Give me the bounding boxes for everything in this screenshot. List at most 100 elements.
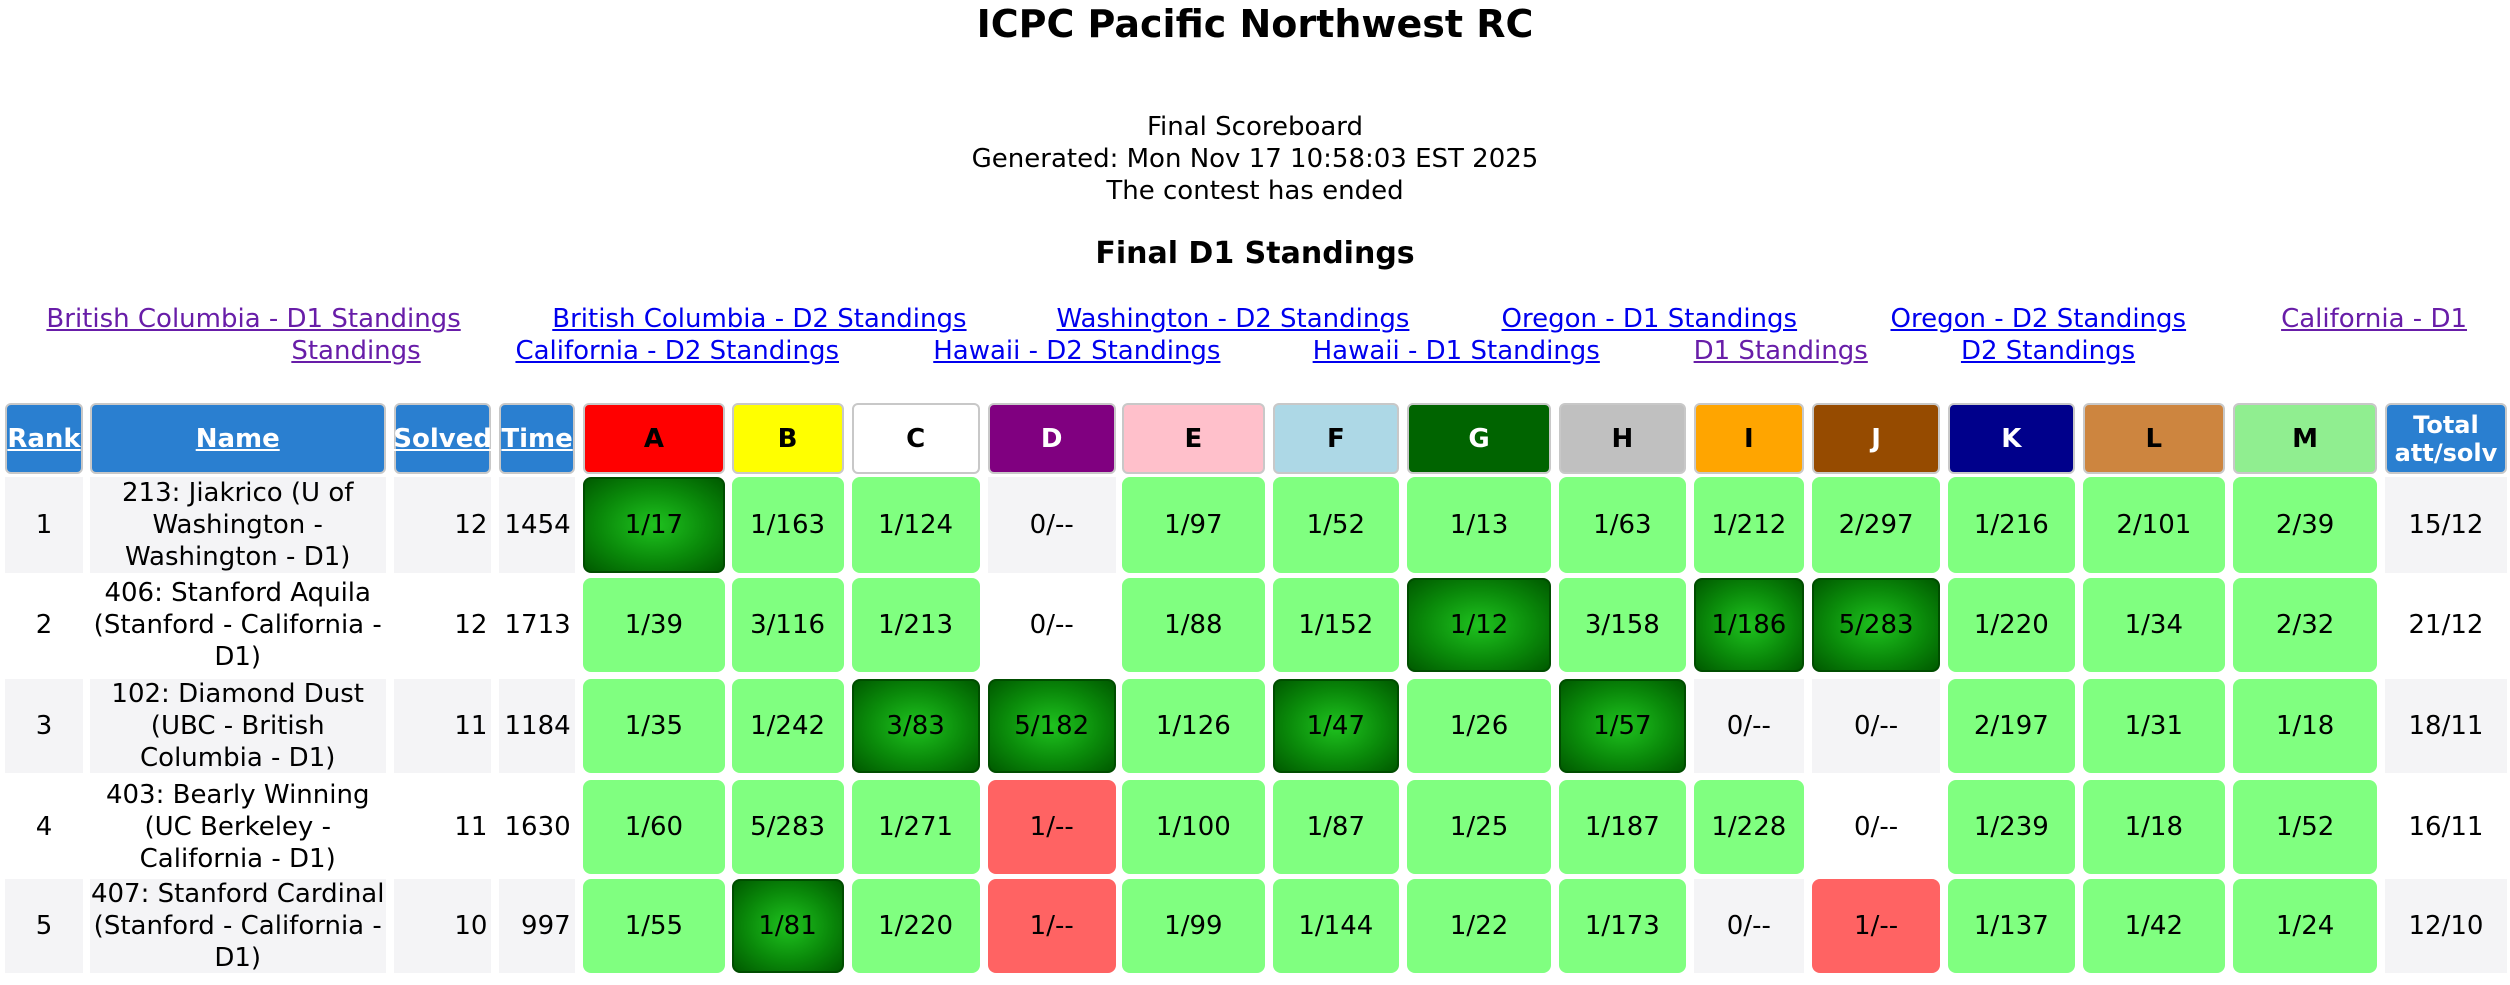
column-header[interactable]: Name [89, 403, 386, 474]
problem-header: J [1812, 403, 1941, 474]
problem-cell: 1/18 [2233, 678, 2378, 774]
row-total: 16/11 [2385, 779, 2507, 874]
row-time: 1184 [499, 678, 575, 774]
problem-cell: 1/22 [1407, 878, 1552, 974]
problem-header: A [582, 403, 726, 474]
problem-cell: 0/-- [1812, 779, 1941, 874]
problem-cell: 1/126 [1122, 678, 1265, 774]
problem-cell: 2/297 [1812, 477, 1941, 574]
problem-cell: 2/101 [2082, 477, 2226, 574]
nav-link[interactable]: British Columbia - D1 Standings [46, 304, 461, 335]
nav-link[interactable]: Hawaii - D2 Standings [933, 336, 1221, 367]
problem-cell: 1/-- [987, 878, 1116, 974]
row-solved: 12 [393, 577, 492, 673]
row-rank: 1 [4, 477, 84, 574]
nav-link[interactable]: D1 Standings [1693, 336, 1868, 367]
row-rank: 4 [4, 779, 84, 874]
section-title: Final D1 Standings [1095, 236, 1415, 271]
problem-cell: 1/24 [2233, 878, 2378, 974]
problem-header: G [1407, 403, 1552, 474]
row-time: 1713 [499, 577, 575, 673]
problem-cell: 1/137 [1948, 878, 2075, 974]
problem-header: L [2082, 403, 2226, 474]
row-rank: 5 [4, 878, 84, 974]
problem-cell: 2/32 [2233, 577, 2378, 673]
problem-cell: 1/100 [1122, 779, 1265, 874]
row-rank: 3 [4, 678, 84, 774]
problem-cell: 0/-- [1693, 878, 1805, 974]
row-total: 15/12 [2385, 477, 2507, 574]
problem-cell: 1/216 [1948, 477, 2075, 574]
row-name: 406: Stanford Aquila (Stanford - Califor… [89, 577, 386, 673]
row-solved: 11 [393, 779, 492, 874]
problem-cell: 1/42 [2082, 878, 2226, 974]
row-total: 21/12 [2385, 577, 2507, 673]
problem-cell: 2/197 [1948, 678, 2075, 774]
header-line: The contest has ended [1106, 176, 1404, 206]
problem-cell: 1/212 [1693, 477, 1805, 574]
problem-cell: 0/-- [1812, 678, 1941, 774]
problem-cell: 1/97 [1122, 477, 1265, 574]
problem-cell: 1/57 [1559, 678, 1686, 774]
problem-cell: 1/124 [851, 477, 980, 574]
header-line: Final Scoreboard [1146, 112, 1364, 142]
problem-cell: 1/152 [1272, 577, 1400, 673]
nav-link[interactable]: Hawaii - D1 Standings [1312, 336, 1600, 367]
problem-cell: 1/220 [1948, 577, 2075, 673]
problem-cell: 1/47 [1272, 678, 1400, 774]
problem-cell: 1/271 [851, 779, 980, 874]
nav-link[interactable]: Oregon - D2 Standings [1890, 304, 2187, 335]
column-header[interactable]: Rank [4, 403, 84, 474]
nav-link[interactable]: Oregon - D1 Standings [1501, 304, 1798, 335]
problem-cell: 1/186 [1693, 577, 1805, 673]
problem-cell: 1/25 [1407, 779, 1552, 874]
problem-cell: 1/242 [731, 678, 844, 774]
problem-cell: 1/99 [1122, 878, 1265, 974]
total-header: Total att/solv [2385, 403, 2507, 474]
column-header[interactable]: Time [499, 403, 575, 474]
problem-cell: 1/213 [851, 577, 980, 673]
problem-cell: 1/31 [2082, 678, 2226, 774]
row-solved: 10 [393, 878, 492, 974]
problem-header: I [1693, 403, 1805, 474]
problem-header: D [987, 403, 1116, 474]
problem-header: M [2233, 403, 2378, 474]
problem-cell: 1/35 [582, 678, 726, 774]
row-solved: 12 [393, 477, 492, 574]
problem-cell: 1/173 [1559, 878, 1686, 974]
row-name: 403: Bearly Winning (UC Berkeley - Calif… [89, 779, 386, 874]
problem-cell: 1/13 [1407, 477, 1552, 574]
nav-link[interactable]: California - D2 Standings [515, 336, 840, 367]
problem-cell: 1/228 [1693, 779, 1805, 874]
row-name: 213: Jiakrico (U of Washington - Washing… [89, 477, 386, 574]
row-rank: 2 [4, 577, 84, 673]
problem-cell: 1/88 [1122, 577, 1265, 673]
problem-cell: 1/87 [1272, 779, 1400, 874]
row-total: 12/10 [2385, 878, 2507, 974]
nav-link[interactable]: Washington - D2 Standings [1056, 304, 1410, 335]
problem-cell: 1/52 [2233, 779, 2378, 874]
problem-cell: 0/-- [987, 577, 1116, 673]
row-total: 18/11 [2385, 678, 2507, 774]
problem-cell: 2/39 [2233, 477, 2378, 574]
problem-cell: 3/83 [851, 678, 980, 774]
problem-cell: 1/-- [1812, 878, 1941, 974]
problem-cell: 1/17 [582, 477, 726, 574]
problem-cell: 1/18 [2082, 779, 2226, 874]
problem-cell: 1/26 [1407, 678, 1552, 774]
row-solved: 11 [393, 678, 492, 774]
problem-cell: 1/81 [731, 878, 844, 974]
problem-cell: 1/239 [1948, 779, 2075, 874]
column-header[interactable]: Solved [393, 403, 492, 474]
row-time: 1454 [499, 477, 575, 574]
nav-link[interactable]: Standings [291, 336, 421, 367]
problem-cell: 5/283 [731, 779, 844, 874]
problem-cell: 5/283 [1812, 577, 1941, 673]
nav-link[interactable]: D2 Standings [1960, 336, 2136, 367]
problem-cell: 1/220 [851, 878, 980, 974]
nav-link[interactable]: British Columbia - D2 Standings [552, 304, 967, 335]
row-time: 1630 [499, 779, 575, 874]
nav-link[interactable]: California - D1 [2281, 304, 2468, 335]
problem-cell: 1/163 [731, 477, 844, 574]
